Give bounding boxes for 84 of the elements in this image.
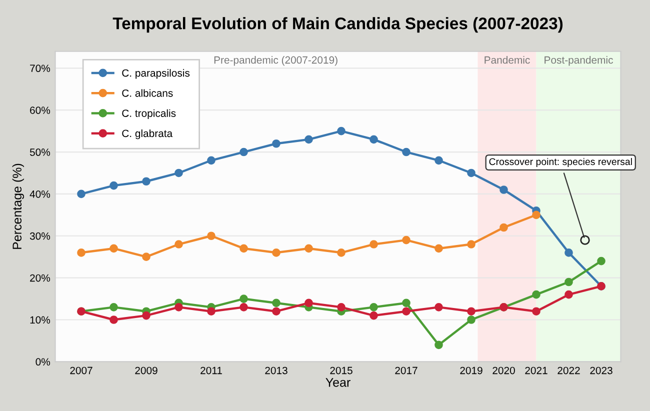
point	[337, 303, 346, 312]
point	[110, 181, 118, 190]
point	[207, 232, 216, 240]
legend-label: C. tropicalis	[122, 109, 176, 120]
point	[434, 303, 443, 312]
x-tick-label: 2023	[590, 366, 612, 374]
point	[434, 156, 443, 165]
y-tick-label: 0%	[36, 358, 50, 366]
point	[142, 252, 150, 262]
y-axis-title: Percentage (%)	[12, 164, 24, 249]
x-tick-label: 2011	[200, 366, 222, 374]
point	[370, 135, 378, 144]
point	[272, 248, 280, 257]
point	[77, 248, 86, 257]
point	[337, 126, 346, 136]
point	[174, 240, 183, 248]
point	[500, 186, 508, 194]
point	[272, 307, 280, 316]
y-tick-label: 40%	[30, 190, 50, 198]
legend-label: C. glabrata	[122, 129, 173, 140]
point	[207, 307, 216, 316]
point	[532, 210, 540, 220]
point	[370, 311, 378, 320]
point	[532, 290, 540, 299]
x-tick-label: 2020	[492, 366, 515, 374]
x-tick-label: 2017	[395, 366, 418, 374]
y-tick-label: 30%	[30, 232, 50, 240]
point	[240, 148, 248, 156]
x-tick-label: 2015	[330, 366, 352, 374]
chart-title: Temporal Evolution of Main Candida Species (2007-2023)	[112, 17, 563, 33]
point	[467, 307, 476, 316]
y-tick-label: 10%	[30, 316, 50, 324]
point	[434, 340, 443, 350]
point	[564, 248, 573, 257]
x-tick-label: 2019	[460, 366, 482, 374]
point	[77, 190, 86, 198]
point	[402, 307, 410, 316]
x-tick-label: 2021	[525, 366, 548, 374]
point	[467, 316, 476, 324]
band-label: Post-pandemic	[544, 56, 613, 66]
point	[272, 139, 280, 148]
point	[564, 278, 573, 286]
legend-label: C. parapsilosis	[122, 69, 190, 79]
point	[304, 135, 313, 144]
annotation: Crossover point: species reversal	[489, 158, 632, 168]
x-tick-label: 2009	[135, 366, 158, 374]
point	[500, 223, 508, 232]
point	[174, 168, 183, 178]
legend-label: C. albicans	[122, 89, 173, 97]
point	[207, 156, 216, 165]
point	[142, 177, 150, 186]
point	[110, 244, 118, 253]
point	[402, 298, 410, 308]
x-axis-title: Year	[326, 378, 350, 387]
x-tick-label: 2022	[558, 366, 580, 374]
annotation: Pre-pandemic (2007-2019)	[214, 56, 338, 66]
x-tick-label: 2007	[70, 366, 92, 374]
point	[467, 240, 476, 248]
point	[272, 298, 280, 308]
y-tick-label: 50%	[30, 148, 50, 156]
point	[304, 244, 313, 253]
point	[402, 148, 410, 156]
point	[402, 236, 410, 244]
band-label: Pandemic	[484, 56, 530, 64]
point	[467, 168, 476, 178]
point	[370, 240, 378, 248]
point	[564, 290, 573, 299]
y-tick-label: 60%	[30, 106, 50, 114]
point	[370, 303, 378, 312]
point	[597, 256, 606, 266]
point	[240, 244, 248, 253]
point	[337, 248, 346, 257]
point	[174, 303, 183, 312]
point	[532, 307, 540, 316]
point	[304, 298, 313, 308]
point	[240, 294, 248, 303]
point	[240, 303, 248, 312]
point	[434, 244, 443, 253]
x-tick-label: 2013	[265, 366, 288, 374]
point	[142, 311, 150, 320]
y-tick-label: 70%	[30, 64, 50, 72]
point	[110, 303, 118, 312]
point	[110, 316, 118, 324]
y-tick-label: 20%	[30, 274, 50, 282]
